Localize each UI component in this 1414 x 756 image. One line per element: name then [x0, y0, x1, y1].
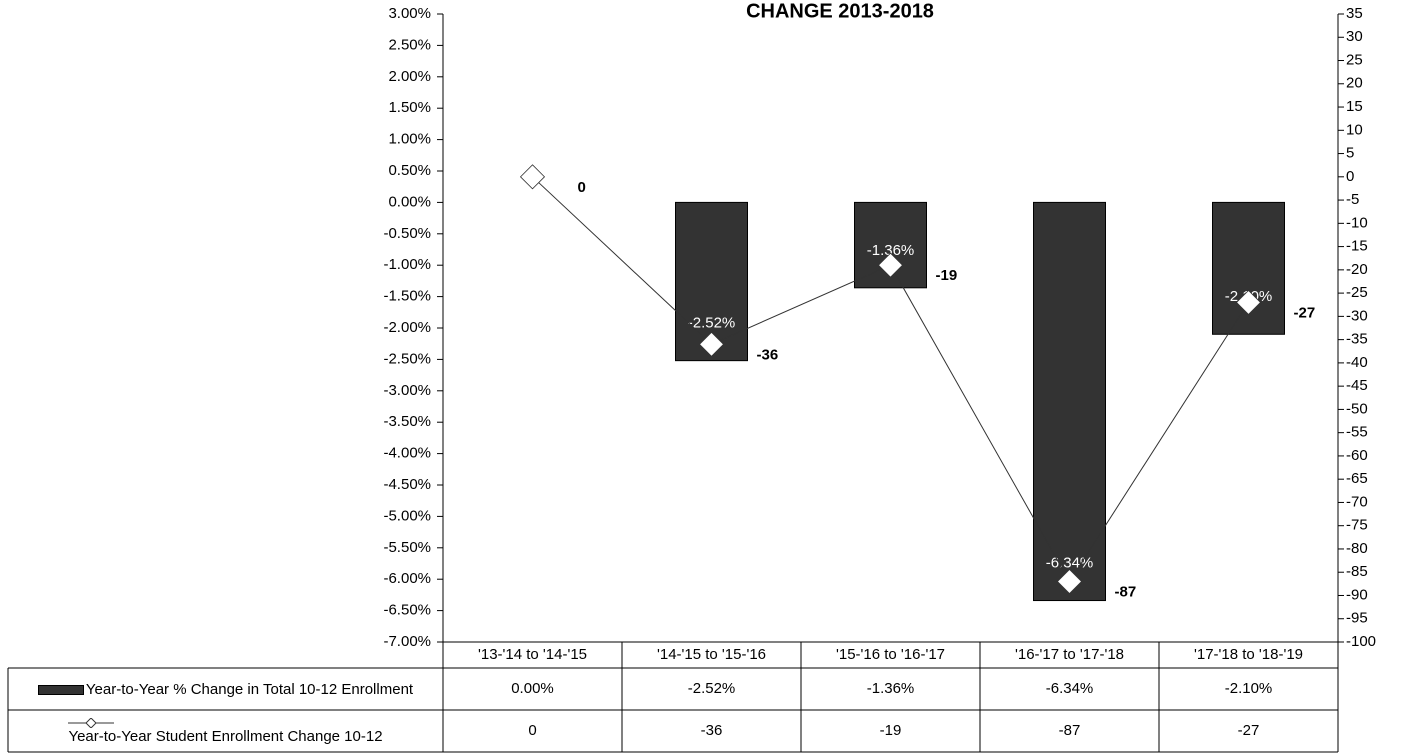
y-tick-label: 0.50%	[388, 162, 431, 179]
x-tick-label: '17-'18 to '18-'19	[1194, 646, 1303, 663]
x-tick-label: '16-'17 to '17-'18	[1015, 646, 1124, 663]
y2-tick-label: -40	[1346, 354, 1368, 371]
y-tick-label: 2.00%	[388, 68, 431, 85]
y2-tick-label: 15	[1346, 98, 1363, 115]
y2-tick-label: -35	[1346, 331, 1368, 348]
y2-tick-label: 20	[1346, 75, 1363, 92]
x-tick-label: '15-'16 to '16-'17	[836, 646, 945, 663]
marker	[519, 164, 546, 190]
y2-tick-label: -60	[1346, 447, 1368, 464]
legend-entry: Year-to-Year % Change in Total 10-12 Enr…	[8, 668, 443, 710]
point-label: -36	[757, 346, 779, 363]
y-tick-label: -7.00%	[383, 633, 431, 650]
y-tick-label: -1.00%	[383, 256, 431, 273]
table-cell: -2.52%	[688, 680, 736, 697]
point-label: -27	[1294, 304, 1316, 321]
legend-label: Year-to-Year Student Enrollment Change 1…	[68, 727, 383, 745]
table-cell: 0.00%	[511, 680, 554, 697]
y2-tick-label: -5	[1346, 191, 1359, 208]
table-cell: -19	[880, 722, 902, 739]
point-label: 0	[578, 179, 586, 196]
legend-item: Year-to-Year % Change in Total 10-12 Enr…	[8, 668, 443, 710]
x-tick-label: '14-'15 to '15-'16	[657, 646, 766, 663]
y2-tick-label: -80	[1346, 540, 1368, 557]
bar-label: -2.52%	[688, 315, 736, 332]
y-tick-label: 2.50%	[388, 36, 431, 53]
chart-title: CHANGE 2013-2018	[746, 0, 934, 22]
point-label: -19	[936, 267, 958, 284]
y2-tick-label: -100	[1346, 633, 1376, 650]
y2-tick-label: 5	[1346, 145, 1354, 162]
bar-label: -1.36%	[867, 242, 915, 259]
table-cell: -36	[701, 722, 723, 739]
legend-item: Year-to-Year Student Enrollment Change 1…	[8, 710, 443, 752]
table-cell: 0	[528, 722, 536, 739]
legend-label: Year-to-Year % Change in Total 10-12 Enr…	[85, 680, 414, 698]
y-tick-label: -4.00%	[383, 445, 431, 462]
y-tick-label: -3.50%	[383, 413, 431, 430]
y2-tick-label: -70	[1346, 493, 1368, 510]
y2-tick-label: -90	[1346, 586, 1368, 603]
y-tick-label: -2.00%	[383, 319, 431, 336]
y2-tick-label: -10	[1346, 214, 1368, 231]
y2-tick-label: 25	[1346, 51, 1363, 68]
table-cell: -1.36%	[867, 680, 915, 697]
y-tick-label: -2.50%	[383, 350, 431, 367]
y2-tick-label: -85	[1346, 563, 1368, 580]
table-cell: -6.34%	[1046, 680, 1094, 697]
legend-symbol	[68, 717, 382, 728]
y2-tick-label: 35	[1346, 5, 1363, 22]
bar-label: -6.34%	[1046, 555, 1094, 572]
y2-tick-label: -25	[1346, 284, 1368, 301]
legend-wrap: Year-to-Year % Change in Total 10-12 Enr…	[37, 680, 414, 698]
bar	[1033, 201, 1106, 602]
y2-tick-label: -15	[1346, 238, 1368, 255]
y2-tick-label: 10	[1346, 121, 1363, 138]
y-tick-label: -5.00%	[383, 507, 431, 524]
y2-tick-label: -95	[1346, 610, 1368, 627]
point-label: -87	[1115, 583, 1137, 600]
marker	[1056, 568, 1083, 595]
y-tick-label: -1.50%	[383, 288, 431, 305]
y2-tick-label: -45	[1346, 377, 1368, 394]
legend-wrap: Year-to-Year Student Enrollment Change 1…	[68, 717, 383, 745]
legend-line	[68, 717, 115, 728]
y2-tick-label: -55	[1346, 424, 1368, 441]
y-tick-label: 1.00%	[388, 131, 431, 148]
y2-tick-label: -20	[1346, 261, 1368, 278]
legend-entry: Year-to-Year Student Enrollment Change 1…	[8, 710, 443, 752]
y-tick-label: -4.50%	[383, 476, 431, 493]
y2-tick-label: 0	[1346, 168, 1354, 185]
y-tick-label: -6.50%	[383, 602, 431, 619]
table-cell: -27	[1238, 722, 1260, 739]
y-tick-label: -5.50%	[383, 539, 431, 556]
y-tick-label: 1.50%	[388, 99, 431, 116]
y2-tick-label: -30	[1346, 307, 1368, 324]
y-tick-label: -3.00%	[383, 382, 431, 399]
x-tick-label: '13-'14 to '14-'15	[478, 646, 587, 663]
table-cell: -2.10%	[1225, 680, 1273, 697]
marker	[1235, 289, 1262, 315]
y2-tick-label: 30	[1346, 28, 1363, 45]
y-tick-label: -0.50%	[383, 225, 431, 242]
marker	[877, 252, 904, 278]
y-tick-label: 3.00%	[388, 5, 431, 22]
y2-tick-label: -50	[1346, 400, 1368, 417]
y-tick-label: 0.00%	[388, 193, 431, 210]
marker	[698, 331, 725, 357]
legend-symbol	[37, 684, 84, 695]
y2-tick-label: -65	[1346, 470, 1368, 487]
y2-tick-label: -75	[1346, 517, 1368, 534]
table-cell: -87	[1059, 722, 1081, 739]
y-tick-label: -6.00%	[383, 570, 431, 587]
